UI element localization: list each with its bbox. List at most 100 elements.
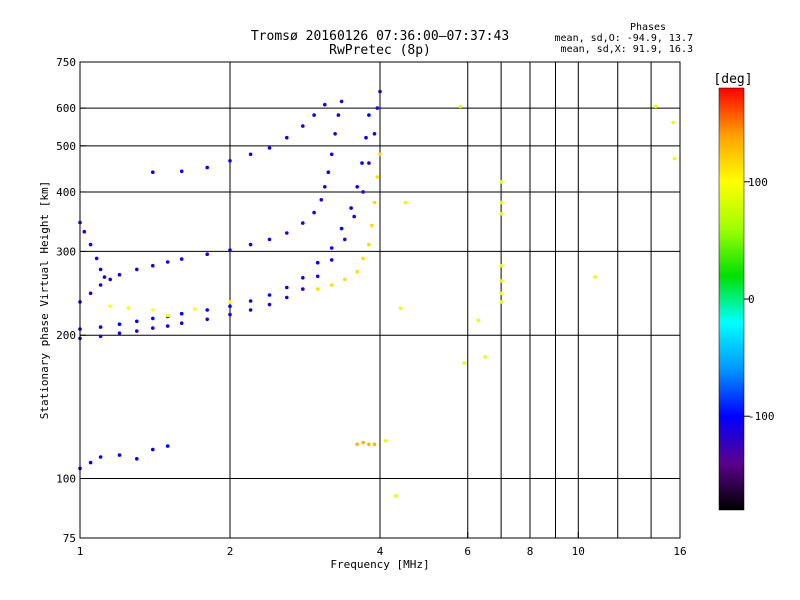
data-point: [165, 313, 170, 318]
data-point: [343, 277, 347, 282]
data-point: [339, 226, 344, 231]
stats-x: mean, sd,X: 91.9, 16.3: [561, 44, 693, 55]
data-point: [312, 210, 316, 215]
data-point: [458, 104, 463, 109]
data-point: [398, 306, 403, 311]
data-point: [267, 293, 272, 297]
y-tick-label: 100: [56, 473, 76, 486]
data-point: [383, 439, 388, 443]
data-point: [319, 198, 324, 202]
data-point: [151, 170, 155, 174]
x-tick-label: 16: [673, 545, 686, 558]
data-point: [315, 287, 320, 291]
data-point: [98, 455, 103, 459]
data-point: [94, 256, 99, 261]
colorbar: [718, 87, 745, 511]
colorbar-label: [deg]: [713, 72, 752, 87]
data-point: [248, 152, 253, 157]
data-point: [361, 440, 365, 445]
data-point: [117, 272, 122, 277]
data-point: [367, 242, 371, 247]
data-point: [285, 295, 289, 300]
data-point: [367, 442, 371, 447]
data-point: [205, 317, 209, 322]
x-tick-label: 8: [527, 545, 534, 558]
data-point: [205, 252, 209, 256]
data-point: [126, 306, 131, 311]
data-point: [135, 319, 139, 324]
data-point: [151, 316, 155, 321]
data-point: [267, 237, 272, 242]
data-point: [248, 299, 253, 303]
data-point: [329, 283, 334, 287]
data-point: [151, 308, 155, 312]
data-point: [248, 308, 253, 312]
data-point: [151, 263, 155, 268]
data-point: [378, 89, 382, 94]
data-point: [329, 152, 334, 157]
data-point: [98, 334, 103, 339]
stats-header: Phases: [630, 22, 666, 33]
x-tick-label: 4: [377, 545, 384, 558]
colorbar-tick-label: 100: [748, 176, 768, 189]
data-point: [228, 248, 232, 252]
data-point: [349, 206, 353, 210]
data-point: [372, 200, 377, 205]
data-point: [228, 312, 232, 317]
data-point: [135, 267, 139, 272]
data-point: [165, 324, 170, 328]
data-point: [165, 260, 170, 264]
data-point: [301, 124, 305, 128]
data-point: [499, 291, 503, 296]
data-point: [372, 442, 377, 447]
data-point: [228, 304, 232, 309]
data-point: [367, 161, 371, 165]
data-point: [372, 132, 377, 136]
data-point: [315, 260, 320, 265]
x-axis-label: Frequency [MHz]: [330, 558, 429, 571]
y-tick-label: 200: [56, 329, 76, 342]
data-point: [88, 291, 93, 296]
data-point: [352, 214, 357, 219]
data-point: [323, 185, 327, 189]
data-point: [285, 135, 289, 140]
data-point: [82, 229, 87, 234]
data-point: [179, 311, 184, 316]
data-point: [179, 321, 184, 326]
data-point: [361, 190, 365, 194]
data-point: [108, 277, 112, 282]
colorbar-ticks: 100 0 -100: [744, 176, 775, 423]
data-point: [267, 146, 272, 150]
data-point: [98, 283, 103, 287]
data-point: [285, 285, 289, 290]
data-point: [179, 257, 184, 261]
colorbar-tick-label: -100: [748, 410, 775, 423]
y-tick-label: 400: [56, 186, 76, 199]
data-point: [499, 300, 503, 304]
data-point: [653, 104, 658, 109]
y-tick-label: 750: [56, 56, 76, 69]
data-point: [403, 200, 408, 205]
data-point: [98, 325, 103, 329]
data-point: [98, 267, 103, 272]
data-point: [336, 113, 341, 117]
data-point: [117, 322, 122, 327]
data-point: [301, 287, 305, 291]
data-point: [333, 132, 337, 136]
data-point: [343, 237, 347, 242]
data-point: [205, 308, 209, 312]
data-point: [499, 263, 503, 268]
data-point: [360, 161, 364, 165]
data-point: [315, 274, 320, 279]
data-points: [78, 89, 677, 498]
data-point: [483, 355, 487, 359]
data-point: [193, 307, 197, 311]
data-point: [369, 223, 374, 228]
data-point: [301, 276, 305, 280]
data-point: [499, 211, 503, 216]
y-axis-label: Stationary phase Virtual Height [km]: [38, 181, 51, 419]
chart-subtitle: RwPretec (8p): [329, 43, 431, 58]
y-tick-label: 500: [56, 140, 76, 153]
data-point: [593, 275, 597, 279]
